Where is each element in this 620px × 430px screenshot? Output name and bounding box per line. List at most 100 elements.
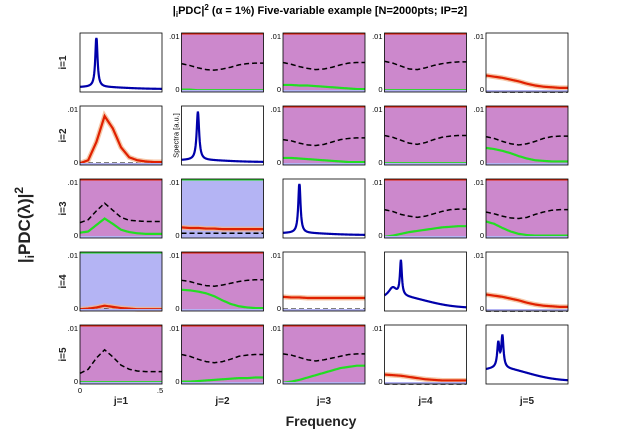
subplot-frame — [79, 251, 163, 312]
y-tick-label: .01 — [474, 251, 484, 260]
column-label: j=5 — [519, 396, 535, 407]
pdc-line — [282, 364, 365, 384]
y-tick-label: 0 — [277, 304, 281, 313]
y-tick-label: .01 — [169, 324, 179, 333]
y-tick-label: .01 — [68, 178, 78, 187]
subplot-frame — [79, 32, 163, 93]
significance-region — [181, 252, 264, 311]
subplot-frame — [79, 105, 163, 166]
subplot-frame — [485, 251, 569, 312]
y-tick-label: .01 — [68, 324, 78, 333]
spectrum-line — [282, 183, 366, 236]
threshold-line — [384, 134, 467, 146]
y-tick-label: .01 — [271, 32, 281, 41]
subplot-i1-j3: .01 0 — [271, 32, 366, 94]
threshold-line — [282, 137, 365, 147]
significance-region — [486, 179, 568, 238]
y-tick-label: .01 — [271, 105, 281, 114]
pdc-line — [384, 373, 467, 382]
subplot-i2-j3: .01 0 — [271, 105, 366, 167]
pdc-line — [485, 146, 568, 163]
y-tick-label: 0 — [175, 377, 179, 386]
y-tick-label: 0 — [175, 304, 179, 313]
spectrum-line — [79, 37, 163, 90]
subplot-frame — [282, 178, 366, 239]
nonsignificance-region — [80, 252, 162, 311]
significance-region — [384, 179, 467, 238]
subplot-i5-j3: .01 0 — [271, 324, 366, 386]
pdc-line — [485, 293, 568, 308]
threshold-line — [485, 208, 568, 220]
subplot-i3-j4: .01 0 — [372, 178, 467, 240]
subplot-i4-j3: .01 0 — [271, 251, 366, 313]
pdc-line — [79, 217, 162, 235]
subplot-frame — [485, 324, 569, 385]
pdc-line — [283, 156, 365, 164]
figure-title: |iPDC|2 (α = 1%) Five-variable example [… — [173, 3, 468, 19]
subplot-i4-j4 — [383, 251, 467, 312]
y-tick-label: 0 — [378, 231, 382, 240]
y-tick-label: .01 — [372, 178, 382, 187]
subplot-frame — [181, 105, 264, 166]
subplot-frame — [79, 178, 163, 239]
y-tick-label: .01 — [169, 178, 179, 187]
y-tick-label: 0 — [378, 85, 382, 94]
subplot-i2-j5: .01 0 — [474, 105, 569, 167]
y-tick-label: 0 — [277, 85, 281, 94]
y-tick-label: .01 — [474, 105, 484, 114]
row-label: i=5 — [58, 347, 69, 362]
threshold-line — [384, 208, 467, 219]
subplot-frame — [384, 32, 467, 93]
y-tick-label: 0 — [277, 158, 281, 167]
row-label: i=2 — [58, 128, 69, 143]
subplot-i2-j4: .01 0 — [372, 105, 467, 167]
significance-region — [486, 106, 568, 165]
subplot-frame — [79, 324, 163, 385]
subplot-frame — [485, 105, 569, 166]
pdc-confidence-band — [79, 110, 162, 166]
column-label: j=3 — [316, 396, 332, 407]
subplot-i3-j1: .01 0 — [68, 178, 163, 240]
y-tick-label: .01 — [169, 251, 179, 260]
significance-region — [80, 325, 162, 384]
subplot-frame — [181, 324, 264, 385]
subplot-i3-j5: .01 0 — [474, 178, 569, 240]
threshold-line — [181, 278, 264, 287]
x-tick-label: 0 — [78, 386, 82, 395]
threshold-line — [79, 202, 162, 224]
y-tick-label: .01 — [68, 105, 78, 114]
column-label: j=1 — [113, 396, 129, 407]
y-tick-label: 0 — [74, 158, 78, 167]
subplot-frame — [181, 178, 264, 239]
y-tick-label: .01 — [169, 32, 179, 41]
y-tick-label: 0 — [277, 377, 281, 386]
subplot-i5-j5 — [485, 324, 569, 385]
subplot-frame — [282, 324, 366, 385]
threshold-line — [384, 60, 467, 71]
subplot-frame — [181, 251, 264, 312]
y-tick-label: 0 — [480, 231, 484, 240]
y-tick-label: 0 — [480, 85, 484, 94]
subplot-i5-j4: .01 0 — [372, 324, 467, 386]
threshold-line — [282, 353, 365, 362]
threshold-line — [181, 62, 264, 71]
x-axis-label: Frequency — [286, 413, 357, 429]
spectra-axis-label: Spectra [a.u.] — [172, 113, 181, 158]
pdc-line — [485, 74, 568, 89]
significance-region — [283, 325, 365, 384]
subplot-i1-j5: .01 0 — [474, 32, 569, 94]
subplot-i5-j2: .01 0 — [169, 324, 264, 386]
pdc-line — [181, 226, 264, 231]
y-tick-label: 0 — [480, 158, 484, 167]
y-tick-label: 0 — [378, 377, 382, 386]
threshold-line — [181, 353, 264, 364]
y-tick-label: .01 — [372, 105, 382, 114]
subplot-frame — [282, 105, 366, 166]
y-tick-label: 0 — [74, 231, 78, 240]
subplot-frame — [384, 324, 467, 385]
spectrum-line — [485, 334, 569, 382]
subplot-i4-j2: .01 0 — [169, 251, 264, 313]
subplot-frame — [384, 178, 467, 239]
subplot-grid: .010.010.010.010i=1.010.010.010.010i=2.0… — [58, 32, 569, 407]
